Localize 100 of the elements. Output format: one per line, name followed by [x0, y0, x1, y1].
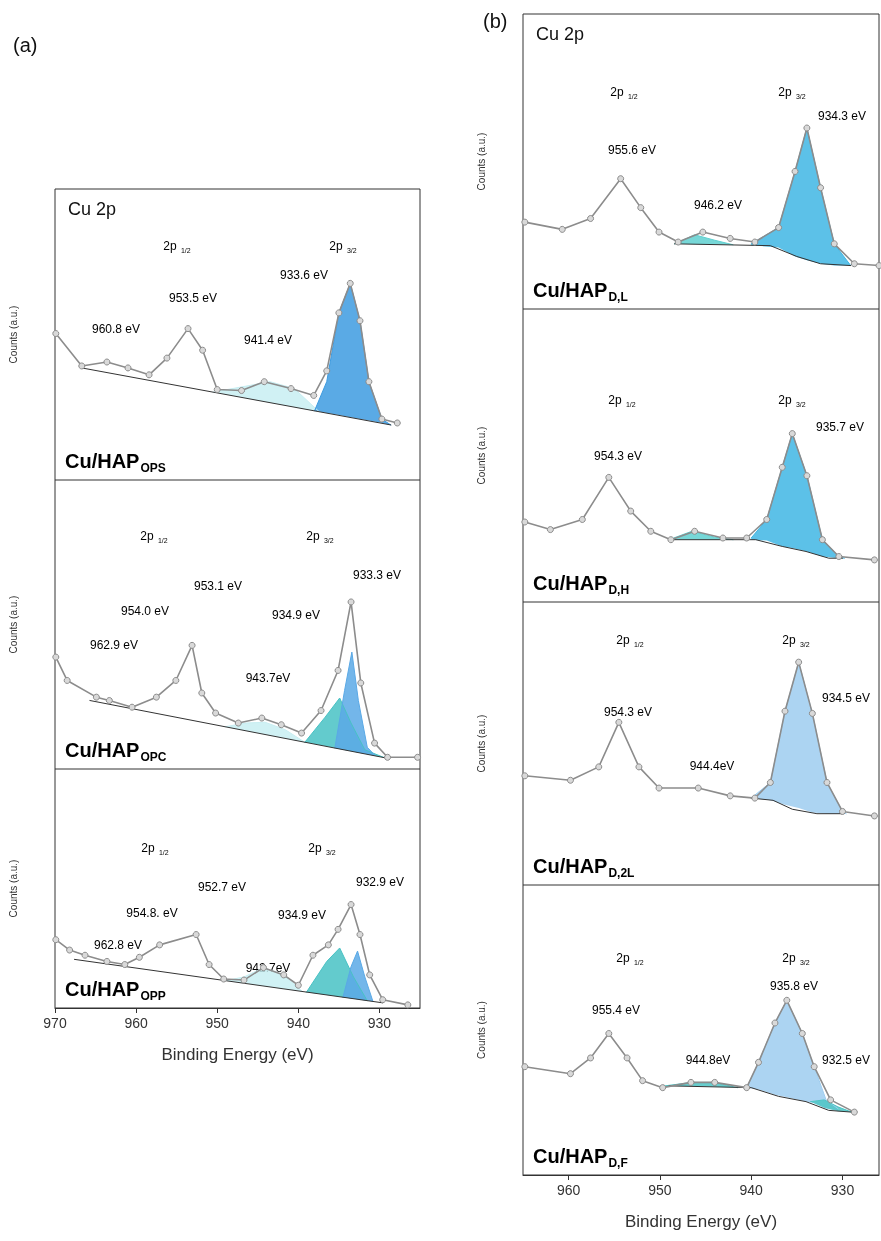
point	[699, 228, 707, 236]
point	[212, 709, 220, 717]
point	[617, 175, 625, 183]
point	[870, 812, 878, 820]
point	[63, 676, 71, 684]
point	[558, 225, 566, 233]
annotation: 960.8 eV	[91, 322, 141, 336]
point	[647, 527, 655, 535]
y-axis-title: Counts (a.u.)	[7, 305, 19, 364]
point	[655, 228, 663, 236]
point	[378, 415, 386, 423]
point	[775, 224, 783, 232]
point	[659, 1084, 667, 1092]
point	[578, 515, 586, 523]
point	[726, 234, 734, 242]
point	[365, 378, 373, 386]
point	[694, 784, 702, 792]
point	[258, 714, 266, 722]
point	[371, 739, 379, 747]
annotation: 934.9 eV	[271, 608, 321, 622]
point	[357, 679, 365, 687]
point	[384, 753, 392, 761]
point	[791, 167, 799, 175]
point	[188, 641, 196, 649]
annotation: 955.6 eV	[607, 143, 657, 157]
y-axis-title: Counts (a.u.)	[475, 1001, 487, 1059]
point	[356, 931, 364, 939]
point	[870, 556, 878, 564]
point	[346, 279, 354, 287]
point	[783, 996, 791, 1004]
point	[803, 124, 811, 132]
text: 933.6 eV	[279, 268, 329, 282]
annotation: 934.9 eV	[277, 908, 327, 922]
point	[234, 719, 242, 727]
point	[755, 1058, 763, 1066]
point	[743, 534, 751, 542]
point	[213, 386, 221, 394]
point	[393, 419, 401, 427]
point	[817, 184, 825, 192]
annotation: 932.5 eV	[821, 1053, 871, 1067]
point	[674, 238, 682, 246]
annotation: 934.5 eV	[821, 691, 871, 705]
point	[287, 385, 295, 393]
point	[595, 763, 603, 771]
point	[310, 391, 318, 399]
x-tick-label: 960	[556, 1182, 581, 1198]
point	[823, 779, 831, 786]
point	[356, 317, 364, 325]
point	[795, 658, 803, 666]
point	[414, 753, 422, 761]
text: 933.3 eV	[352, 568, 402, 582]
point	[404, 1001, 412, 1009]
point	[366, 971, 374, 979]
point	[309, 951, 317, 959]
point	[121, 961, 129, 969]
point	[128, 703, 136, 711]
point	[135, 953, 143, 961]
point	[751, 238, 759, 246]
point	[711, 1078, 719, 1086]
point	[719, 534, 727, 542]
point	[687, 1078, 695, 1086]
x-axis-title: Binding Energy (eV)	[161, 1045, 314, 1064]
text: 935.8 eV	[769, 979, 819, 993]
annotation: 962.9 eV	[89, 638, 139, 652]
point	[827, 1096, 835, 1104]
point	[335, 309, 343, 317]
point	[766, 779, 774, 786]
point	[323, 367, 331, 375]
x-tick-label: 970	[43, 1015, 67, 1031]
point	[810, 1063, 818, 1071]
point	[830, 240, 838, 248]
point	[655, 784, 663, 792]
point	[78, 362, 86, 370]
point	[145, 371, 153, 379]
x-tick-label: 930	[367, 1015, 392, 1031]
point	[317, 707, 325, 715]
point	[277, 721, 285, 729]
x-tick-label: 960	[124, 1015, 148, 1031]
point	[521, 1063, 529, 1071]
point	[788, 430, 796, 438]
point	[334, 666, 342, 674]
x-tick-label: 940	[286, 1015, 311, 1031]
point	[521, 518, 529, 526]
point	[192, 931, 200, 939]
point	[52, 653, 60, 661]
point	[743, 1084, 751, 1092]
annotation: 954.0 eV	[120, 604, 170, 618]
y-axis-title: Counts (a.u.)	[475, 714, 487, 773]
x-axis-title: Binding Energy (eV)	[624, 1212, 778, 1231]
point	[635, 763, 643, 771]
point	[184, 325, 192, 333]
point	[778, 463, 786, 471]
point	[637, 204, 645, 212]
point	[521, 218, 529, 226]
point	[798, 1030, 806, 1037]
point	[771, 1019, 779, 1027]
point	[751, 794, 759, 802]
point	[808, 709, 816, 717]
annotation: 962.8 eV	[93, 938, 143, 952]
y-axis-title: Counts (a.u.)	[7, 595, 19, 654]
